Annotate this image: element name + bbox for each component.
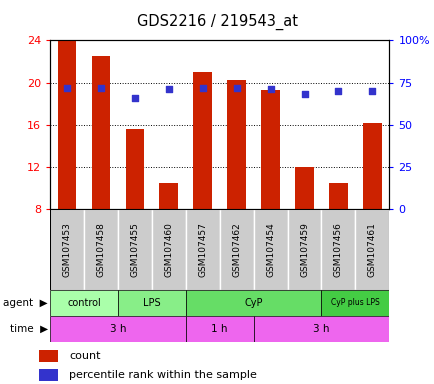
Text: agent  ▶: agent ▶ bbox=[3, 298, 48, 308]
Point bbox=[97, 84, 104, 91]
Bar bbox=[193, 72, 211, 209]
Bar bbox=[151, 209, 185, 290]
Point bbox=[368, 88, 375, 94]
Point bbox=[131, 95, 138, 101]
Text: GDS2216 / 219543_at: GDS2216 / 219543_at bbox=[137, 13, 297, 30]
Text: 3 h: 3 h bbox=[109, 324, 126, 334]
Text: GSM107459: GSM107459 bbox=[299, 222, 308, 277]
Text: GSM107454: GSM107454 bbox=[266, 222, 274, 277]
Text: GSM107456: GSM107456 bbox=[333, 222, 342, 277]
Bar bbox=[185, 316, 253, 342]
Text: 1 h: 1 h bbox=[211, 324, 227, 334]
Bar bbox=[185, 209, 219, 290]
Text: GSM107462: GSM107462 bbox=[232, 222, 240, 277]
Bar bbox=[92, 56, 110, 209]
Bar bbox=[58, 40, 76, 209]
Text: CyP plus LPS: CyP plus LPS bbox=[330, 298, 379, 308]
Bar bbox=[39, 369, 58, 381]
Text: percentile rank within the sample: percentile rank within the sample bbox=[69, 370, 256, 380]
Bar bbox=[261, 90, 279, 209]
Text: count: count bbox=[69, 351, 101, 361]
Text: GSM107455: GSM107455 bbox=[130, 222, 139, 277]
Bar bbox=[329, 183, 347, 209]
Bar bbox=[125, 129, 144, 209]
Text: GSM107453: GSM107453 bbox=[62, 222, 71, 277]
Bar bbox=[287, 209, 321, 290]
Bar bbox=[159, 183, 178, 209]
Bar bbox=[50, 290, 118, 316]
Bar bbox=[321, 290, 388, 316]
Bar bbox=[118, 290, 185, 316]
Bar bbox=[355, 209, 388, 290]
Bar bbox=[185, 290, 321, 316]
Bar bbox=[50, 209, 84, 290]
Bar bbox=[118, 209, 151, 290]
Point bbox=[199, 84, 206, 91]
Bar bbox=[227, 81, 245, 209]
Bar bbox=[362, 123, 381, 209]
Text: LPS: LPS bbox=[143, 298, 160, 308]
Point bbox=[300, 91, 307, 98]
Point bbox=[266, 86, 273, 93]
Text: GSM107457: GSM107457 bbox=[198, 222, 207, 277]
Text: GSM107458: GSM107458 bbox=[96, 222, 105, 277]
Bar bbox=[84, 209, 118, 290]
Text: 3 h: 3 h bbox=[312, 324, 329, 334]
Point bbox=[334, 88, 341, 94]
Text: GSM107461: GSM107461 bbox=[367, 222, 376, 277]
Bar bbox=[321, 209, 355, 290]
Bar bbox=[219, 209, 253, 290]
Text: GSM107460: GSM107460 bbox=[164, 222, 173, 277]
Point bbox=[63, 84, 70, 91]
Text: control: control bbox=[67, 298, 101, 308]
Point bbox=[165, 86, 172, 93]
Point bbox=[233, 84, 240, 91]
Text: time  ▶: time ▶ bbox=[10, 324, 48, 334]
Bar bbox=[39, 350, 58, 362]
Bar bbox=[253, 316, 388, 342]
Bar bbox=[253, 209, 287, 290]
Bar bbox=[50, 316, 185, 342]
Bar bbox=[295, 167, 313, 209]
Text: CyP: CyP bbox=[244, 298, 262, 308]
